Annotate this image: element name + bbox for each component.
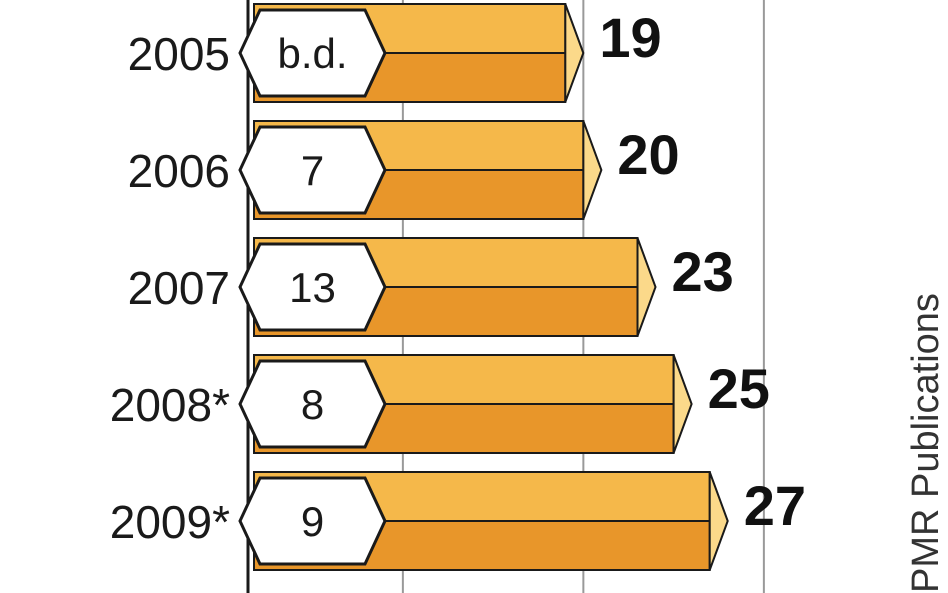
secondary-value-badge <box>238 242 387 332</box>
value-label: 23 <box>672 240 734 303</box>
value-label: 27 <box>744 474 806 537</box>
category-label: 2005 <box>128 28 230 80</box>
secondary-value-badge <box>238 8 387 98</box>
value-label: 19 <box>599 6 661 69</box>
bar-end-cap <box>636 237 657 337</box>
secondary-value-label: 8 <box>301 381 324 428</box>
bar-row <box>238 3 585 103</box>
bar-row <box>238 120 603 220</box>
bar-row <box>238 354 693 454</box>
source-credit: PMR Publications <box>905 293 947 593</box>
secondary-value-label: 7 <box>301 147 324 194</box>
bars <box>238 3 729 571</box>
secondary-value-label: 9 <box>301 498 324 545</box>
bar-row <box>238 471 729 571</box>
secondary-value-badge <box>238 125 387 215</box>
category-label: 2007 <box>128 262 230 314</box>
secondary-value-badge <box>238 359 387 449</box>
bar-row <box>238 237 657 337</box>
secondary-value-label: b.d. <box>277 30 347 77</box>
value-label: 25 <box>708 357 770 420</box>
labels: b.d. 2005 19 7 2006 20 13 2007 23 8 2008* 25 9 2009* 2… <box>110 6 806 548</box>
secondary-value-label: 13 <box>289 264 336 311</box>
secondary-value-badge <box>238 476 387 566</box>
bar-end-cap <box>564 3 585 103</box>
category-label: 2008* <box>110 379 230 431</box>
bar-end-cap <box>672 354 693 454</box>
category-label: 2006 <box>128 145 230 197</box>
bar-end-cap <box>582 120 603 220</box>
category-label: 2009* <box>110 496 230 548</box>
value-label: 20 <box>617 123 679 186</box>
bar-end-cap <box>708 471 729 571</box>
